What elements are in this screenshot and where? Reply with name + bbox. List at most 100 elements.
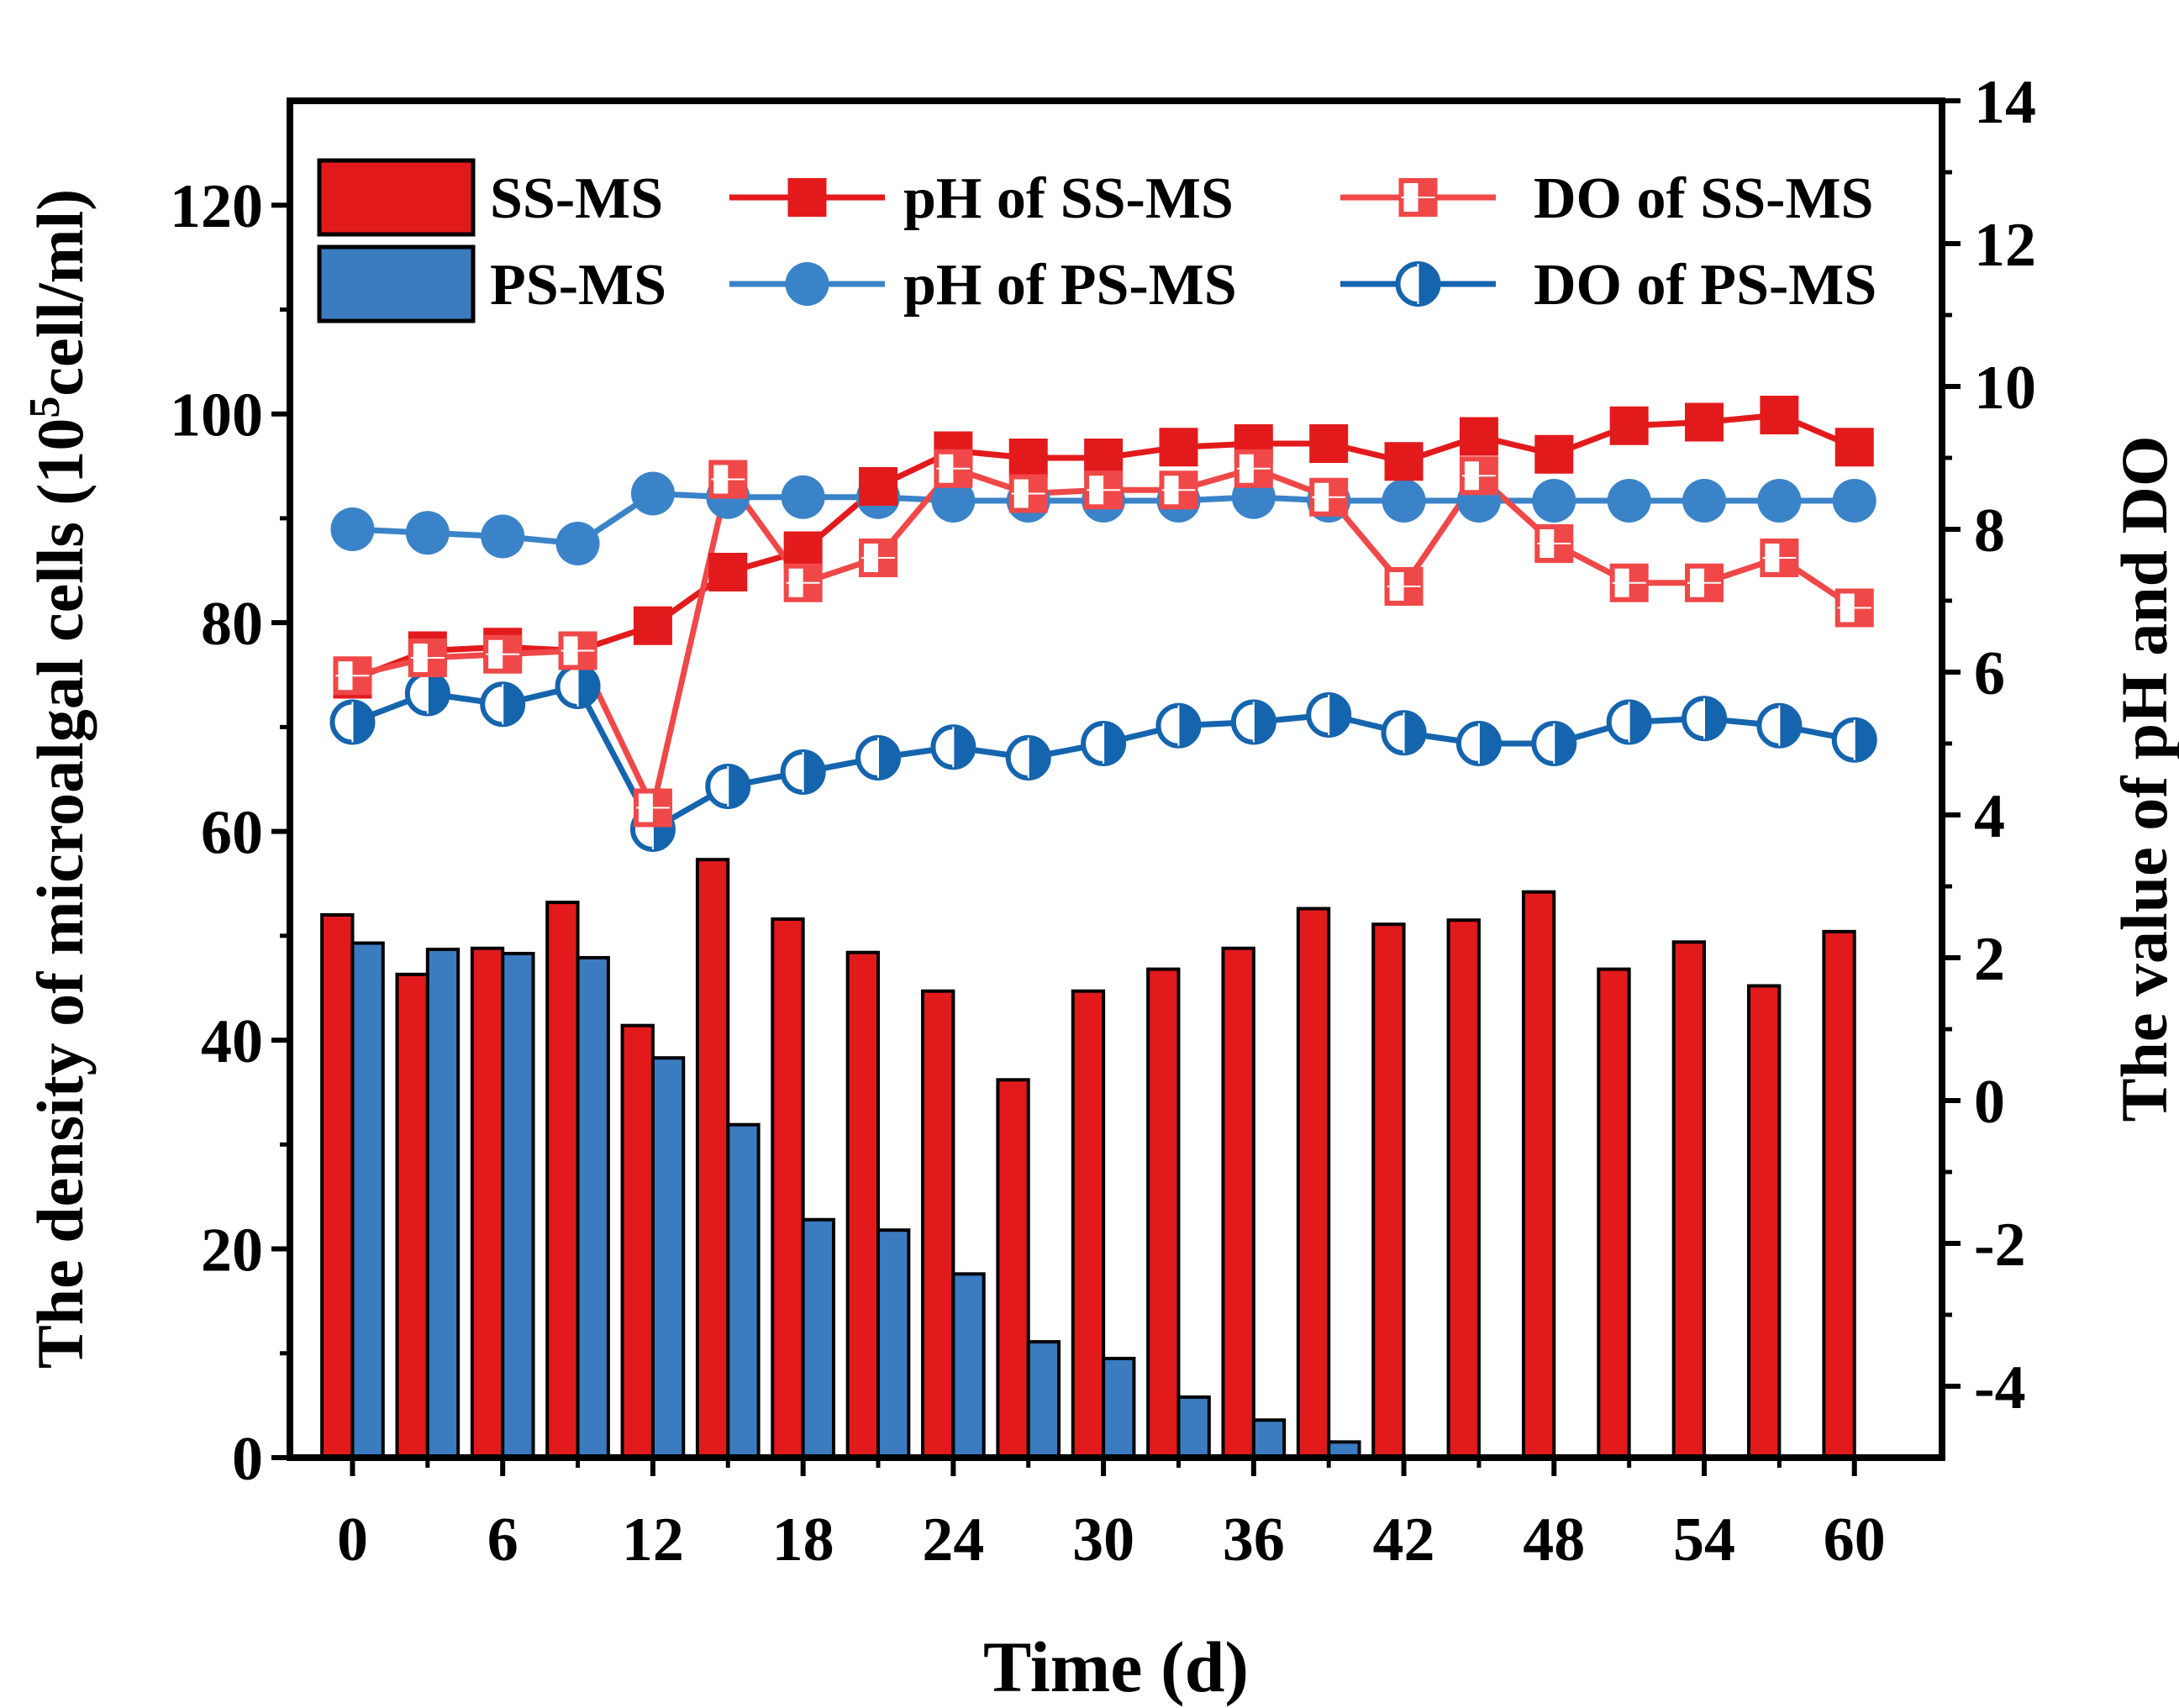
- bar-ps-ms-11: [1176, 1395, 1211, 1460]
- point-ph-of-ss-ms-16: [1534, 434, 1574, 474]
- x-tick-label-36: 36: [1223, 1506, 1285, 1574]
- point-do-of-ss-ms-15: [1459, 456, 1498, 496]
- bar-ss-ms-18: [1671, 940, 1707, 1460]
- point-ph-of-ps-ms-16: [1532, 479, 1576, 523]
- legend-marker-do-of-ps-ms-half: [1418, 264, 1439, 304]
- bar-ss-ms-10: [1071, 989, 1106, 1459]
- point-do-of-ss-ms-5: [708, 460, 748, 499]
- point-ph-of-ps-ms-0: [330, 507, 375, 551]
- legend-label-do-of-ss-ms: DO of SS-MS: [1534, 166, 1873, 231]
- bar-ps-ms-1: [425, 947, 461, 1459]
- point-ph-of-ss-ms-5: [708, 553, 748, 591]
- point-do-of-ps-ms-0: [329, 699, 376, 745]
- point-do-of-ps-ms-10-half: [1103, 723, 1124, 764]
- point-ph-of-ss-ms-15: [1459, 417, 1498, 456]
- point-do-of-ps-ms-18-half: [1704, 698, 1725, 739]
- y-right-tick-label-10: 10: [1974, 354, 2036, 423]
- x-tick-label-12: 12: [622, 1506, 684, 1574]
- point-do-of-ss-ms-10: [1084, 470, 1124, 510]
- bar-ss-ms-20: [1822, 929, 1856, 1459]
- point-do-of-ps-ms-3: [555, 664, 601, 709]
- bar-ss-ms-19: [1747, 984, 1782, 1459]
- point-do-of-ps-ms-2-half: [503, 684, 524, 725]
- point-ph-of-ps-ms-3: [555, 522, 600, 565]
- bar-ps-ms-10: [1102, 1356, 1136, 1459]
- point-do-of-ps-ms-20-half: [1854, 719, 1875, 760]
- legend-marker-ph-of-ps-ms: [785, 262, 829, 306]
- point-do-of-ps-ms-10: [1081, 721, 1127, 766]
- bar-ss-ms-12: [1221, 946, 1255, 1460]
- point-ph-of-ss-ms-7: [859, 467, 898, 506]
- bar-ps-ms-2: [501, 951, 535, 1459]
- axes-ticks: 0 6 12 18 24 30 36 42 48 54 60020406080100120-4-20…: [170, 68, 2036, 1574]
- x-tick-label-54: 54: [1673, 1506, 1735, 1574]
- point-do-of-ps-ms-2: [480, 681, 526, 728]
- legend-marker-do-of-ss-ms: [1398, 178, 1438, 217]
- y-left-tick-label-0: 0: [232, 1425, 263, 1494]
- point-do-of-ps-ms-7-half: [878, 738, 899, 778]
- point-do-of-ps-ms-12-half: [1253, 702, 1274, 743]
- point-do-of-ps-ms-20: [1831, 717, 1877, 763]
- point-ph-of-ss-ms-18: [1685, 402, 1724, 442]
- point-do-of-ps-ms-6-half: [803, 752, 824, 792]
- y-right-tick-label-6: 6: [1974, 639, 2005, 708]
- point-do-of-ss-ms-6: [783, 563, 823, 602]
- point-do-of-ps-ms-8-half: [953, 727, 974, 768]
- point-do-of-ss-ms-8: [934, 449, 973, 488]
- bar-ss-ms-4: [620, 1023, 655, 1459]
- point-do-of-ss-ms-16: [1534, 524, 1574, 563]
- y-right-axis-title: The value of pH and DO: [2108, 436, 2179, 1122]
- point-do-of-ps-ms-16-half: [1554, 723, 1575, 764]
- bar-ps-ms-0: [350, 941, 385, 1460]
- point-do-of-ps-ms-18: [1682, 696, 1728, 742]
- point-do-of-ss-ms-11: [1159, 470, 1198, 510]
- point-ph-of-ps-ms-19: [1757, 479, 1802, 523]
- bar-ss-ms-9: [996, 1078, 1030, 1460]
- y-left-tick-label-120: 120: [170, 172, 263, 241]
- point-do-of-ps-ms-19: [1756, 702, 1803, 749]
- bar-ps-ms-12: [1251, 1418, 1287, 1460]
- bar-ps-ms-9: [1026, 1340, 1061, 1460]
- x-tick-label-48: 48: [1523, 1506, 1585, 1574]
- x-tick-label-0: 0: [337, 1506, 368, 1574]
- bar-ss-ms-0: [320, 913, 355, 1459]
- y-right-tick-label-8: 8: [1974, 497, 2005, 565]
- point-do-of-ps-ms-11-half: [1178, 705, 1199, 746]
- point-do-of-ps-ms-13: [1306, 692, 1352, 738]
- y-left-tick-label-100: 100: [170, 381, 263, 450]
- legend-marker-do-of-ps-ms: [1395, 261, 1441, 307]
- point-ph-of-ss-ms-19: [1760, 396, 1799, 434]
- point-ph-of-ss-ms-17: [1609, 406, 1649, 445]
- point-ph-of-ss-ms-4: [633, 606, 672, 645]
- point-do-of-ps-ms-9-half: [1028, 738, 1049, 778]
- point-ph-of-ps-ms-18: [1682, 479, 1727, 523]
- point-do-of-ps-ms-14-half: [1403, 712, 1424, 754]
- point-do-of-ss-ms-0: [333, 656, 372, 696]
- plot-frame: [287, 97, 1945, 1461]
- y-right-tick-label--2: -2: [1974, 1211, 2026, 1280]
- y-left-tick-label-60: 60: [201, 799, 263, 868]
- y-left-tick-label-40: 40: [201, 1007, 263, 1076]
- point-do-of-ps-ms-15: [1455, 721, 1502, 766]
- point-ph-of-ps-ms-1: [405, 511, 450, 555]
- bar-ss-ms-17: [1597, 967, 1631, 1459]
- point-do-of-ps-ms-7: [855, 735, 902, 780]
- point-do-of-ss-ms-17: [1609, 563, 1649, 602]
- bar-ss-ms-15: [1446, 918, 1481, 1459]
- point-do-of-ps-ms-5-half: [728, 766, 749, 807]
- y-right-tick-label-0: 0: [1974, 1068, 2005, 1137]
- point-ph-of-ps-ms-6: [781, 475, 825, 519]
- point-do-of-ss-ms-19: [1760, 539, 1799, 577]
- point-do-of-ss-ms-9: [1008, 474, 1048, 513]
- x-axis-title: Time (d): [983, 1627, 1249, 1707]
- legend-marker-ph-of-ss-ms: [787, 178, 827, 217]
- x-tick-label-6: 6: [487, 1506, 518, 1574]
- point-do-of-ps-ms-14: [1381, 710, 1427, 756]
- legend-label-ss-ms: SS-MS: [490, 166, 663, 231]
- point-ph-of-ss-ms-11: [1159, 428, 1198, 467]
- point-do-of-ps-ms-3-half: [577, 666, 598, 707]
- y-right-tick-label-12: 12: [1974, 211, 2036, 280]
- bar-ss-ms-11: [1146, 967, 1181, 1459]
- legend-label-ps-ms: PS-MS: [490, 253, 666, 318]
